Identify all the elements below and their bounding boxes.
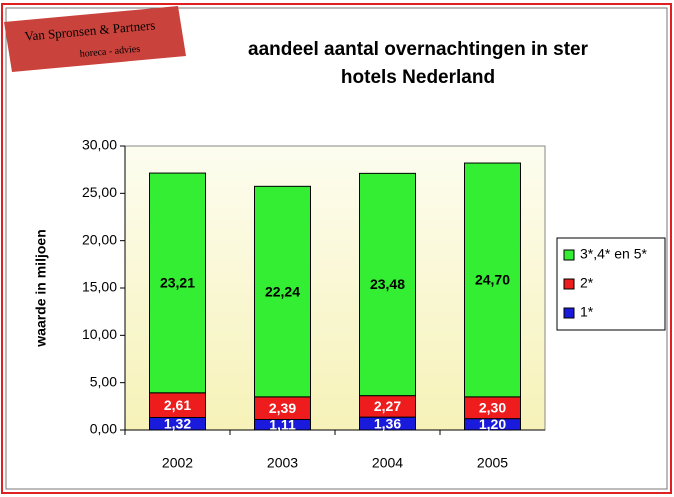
data-label: 2,61: [164, 397, 191, 413]
y-tick-label: 20,00: [82, 231, 117, 247]
legend-label: 1*: [580, 304, 594, 320]
logo: Van Spronsen & Partners horeca - advies: [4, 6, 186, 72]
y-tick-label: 5,00: [90, 373, 117, 389]
data-label: 1,11: [269, 416, 296, 432]
data-label: 1,20: [479, 416, 506, 432]
data-label: 1,32: [164, 415, 191, 431]
y-tick-label: 30,00: [82, 137, 117, 153]
bar-segment: [254, 185, 311, 398]
data-label: 23,48: [370, 276, 405, 292]
y-tick-label: 25,00: [82, 184, 117, 200]
legend-swatch: [563, 249, 575, 261]
legend-swatch: [563, 307, 575, 319]
x-tick-label: 2005: [477, 455, 508, 471]
chart-border: [5, 7, 668, 490]
data-label: 2,27: [374, 398, 401, 414]
data-label: 22,24: [265, 283, 300, 299]
bar-segment: [149, 392, 206, 419]
bar-segment: [149, 172, 206, 394]
y-tick-label: 15,00: [82, 279, 117, 295]
data-label: 1,36: [374, 415, 401, 431]
data-label: 24,70: [475, 272, 510, 288]
data-label: 2,30: [479, 399, 506, 415]
legend: [556, 237, 666, 331]
x-tick-label: 2004: [372, 455, 403, 471]
frame: [1, 3, 672, 494]
x-tick-label: 2003: [267, 455, 298, 471]
data-label: 23,21: [160, 275, 195, 291]
logo-shape: [4, 6, 186, 72]
bar-segment: [359, 172, 416, 397]
y-tick-label: 0,00: [90, 421, 117, 437]
legend-swatch: [563, 278, 575, 290]
bar-segment: [464, 162, 521, 398]
legend-label: 2*: [580, 275, 594, 291]
x-tick-label: 2002: [162, 455, 193, 471]
legend-label: 3*,4* en 5*: [580, 246, 647, 262]
chart-title: aandeel aantal overnachtingen in ster ho…: [248, 39, 588, 88]
y-tick-label: 10,00: [82, 326, 117, 342]
data-label: 2,39: [269, 400, 296, 416]
y-axis-label: waarde in miljoen: [33, 229, 49, 347]
logo-tagline: horeca - advies: [79, 44, 140, 60]
